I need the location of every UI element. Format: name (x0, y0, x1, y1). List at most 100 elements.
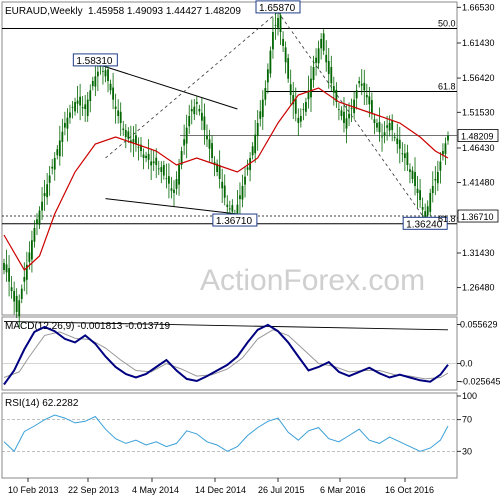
x-tick-label: 26 Jul 2015 (258, 485, 305, 495)
candle-body (365, 95, 368, 98)
candle-body (48, 175, 51, 183)
candle-body (241, 186, 244, 200)
rsi-y-tick-label: 70 (462, 415, 472, 425)
candle-body (81, 107, 84, 109)
rsi-y-tick-label: 100 (462, 391, 477, 401)
candle-body (127, 131, 130, 139)
candle-body (223, 185, 226, 198)
candle-body (208, 139, 211, 149)
candle-body (157, 168, 160, 170)
candle-body (378, 122, 381, 133)
candle-body (84, 104, 87, 109)
candle-body (173, 189, 175, 193)
candle-body (429, 193, 432, 212)
candle-body (89, 90, 92, 102)
candle-body (406, 152, 409, 165)
ohlc-header: 1.45958 1.49093 1.44427 1.48209 (88, 6, 241, 17)
candle-body (20, 288, 23, 299)
candle-body (195, 102, 198, 104)
candle-body (442, 151, 444, 155)
candle-body (211, 143, 213, 158)
price-y-tick-label: 1.31430 (462, 248, 495, 258)
candle-body (66, 117, 69, 129)
candle-body (96, 71, 99, 77)
candle-body (345, 118, 348, 129)
candle-body (91, 81, 94, 87)
candle-body (33, 228, 36, 242)
candle-body (358, 81, 361, 84)
price-y-tick-label: 1.66530 (462, 2, 495, 12)
candle-body (155, 157, 158, 165)
x-tick-label: 6 Mar 2016 (320, 485, 366, 495)
candle-body (185, 127, 188, 144)
candle-body (393, 137, 396, 138)
candle-body (332, 86, 335, 93)
candle-body (99, 66, 102, 67)
candle-body (444, 143, 447, 154)
candle-body (8, 268, 10, 282)
candle-body (251, 146, 254, 156)
candle-body (200, 112, 203, 121)
candle-body (261, 99, 264, 117)
candle-body (135, 135, 137, 144)
candle-body (401, 153, 404, 155)
candle-body (38, 210, 41, 225)
candle-body (203, 116, 206, 130)
fib-label: 61.8 (438, 82, 456, 92)
price-callout-label: 1.65870 (259, 3, 296, 14)
candle-body (343, 111, 345, 123)
x-tick-label: 4 May 2014 (132, 485, 179, 495)
candle-body (162, 165, 165, 176)
dashed-rally-line (105, 11, 279, 159)
macd-title: MACD(12,26,9) -0.001813 -0.013719 (5, 321, 171, 332)
candle-body (360, 83, 363, 86)
candle-body (112, 87, 114, 100)
candle-body (272, 32, 274, 50)
candle-body (114, 106, 117, 109)
price-callout-box (212, 213, 258, 227)
level-badge-label: 1.36710 (461, 212, 494, 222)
candle-body (426, 206, 429, 216)
level-badge (457, 209, 499, 223)
candle-body (142, 154, 145, 158)
candle-body (414, 172, 416, 186)
macd-panel-border (1, 316, 458, 391)
candle-body (41, 201, 43, 211)
candle-body (236, 204, 239, 214)
price-layer: 1.58310 1.65870 1.36710 1.36240 50.0 61.8 61.8 (2, 0, 457, 328)
candle-body (396, 138, 399, 144)
candle-body (254, 134, 257, 154)
x-tick-label: 16 Oct 2016 (385, 485, 434, 495)
macd-y-tick-label: -0.025645 (460, 376, 500, 386)
candle-body (325, 54, 328, 63)
price-panel-border (1, 1, 458, 316)
candle-body (431, 186, 434, 193)
macd-y-tick-label: 0.055629 (460, 319, 498, 329)
candle-body (145, 155, 147, 158)
candle-body (180, 151, 183, 165)
candle-body (376, 123, 378, 128)
fib-label: 61.8 (438, 214, 456, 224)
candle-body (383, 132, 386, 136)
candle-body (79, 96, 82, 106)
price-title: EURAUD,Weekly (5, 6, 83, 17)
candle-body (259, 111, 262, 119)
candle-body (322, 33, 325, 51)
candle-body (104, 70, 107, 77)
candle-body (5, 264, 8, 273)
candle-body (327, 60, 330, 74)
candle-body (226, 204, 229, 207)
x-tick-label: 14 Dec 2014 (195, 485, 246, 495)
candle-body (231, 205, 234, 212)
candle-body (348, 113, 350, 119)
price-callout-label: 1.58310 (76, 56, 113, 67)
candle-body (299, 116, 302, 122)
candle-body (403, 153, 406, 158)
candle-body (373, 119, 376, 123)
price-y-tick-label: 1.46430 (462, 143, 495, 153)
candle-body (56, 149, 59, 156)
candle-body (122, 128, 125, 130)
candle-body (170, 188, 173, 191)
candle-body (338, 109, 340, 110)
macd-signal-line (3, 329, 449, 380)
